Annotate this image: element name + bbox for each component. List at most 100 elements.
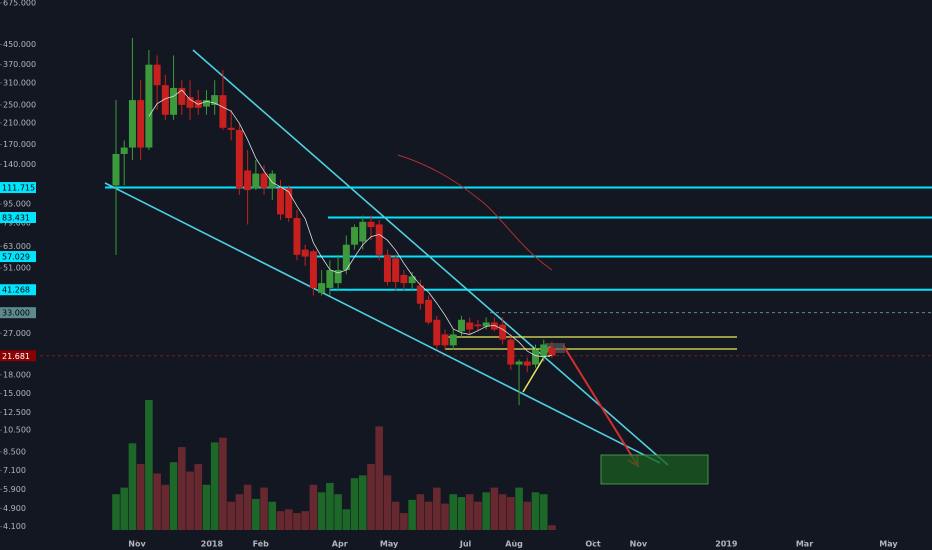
candle-body bbox=[351, 227, 359, 245]
candle-body bbox=[211, 95, 219, 105]
volume-bar bbox=[391, 501, 400, 530]
y-tick-label: 63.000 bbox=[3, 242, 31, 251]
candle-body bbox=[515, 361, 523, 365]
y-tick-label: 210.000 bbox=[3, 118, 36, 127]
target-zone bbox=[600, 454, 709, 485]
volume-bar bbox=[539, 494, 548, 530]
candle-body bbox=[474, 324, 482, 327]
candle-body bbox=[392, 258, 400, 282]
volume-bar bbox=[293, 513, 301, 530]
price-tag-label: 21.681 bbox=[2, 352, 30, 361]
slow-average bbox=[397, 154, 553, 271]
volume-bar bbox=[227, 501, 235, 530]
volume-bar bbox=[548, 525, 556, 530]
volume-bar bbox=[383, 475, 392, 530]
volume-bar bbox=[301, 511, 309, 530]
volume-bar bbox=[120, 487, 129, 530]
y-tick-label: 5.900 bbox=[3, 485, 26, 494]
volume-bar bbox=[457, 497, 466, 530]
y-tick-label: 95.000 bbox=[3, 200, 31, 209]
price-tag-label: 83.431 bbox=[2, 214, 30, 223]
volume-bar bbox=[177, 447, 186, 530]
volume-bar bbox=[498, 494, 507, 530]
candle-body bbox=[145, 64, 153, 148]
candle-body bbox=[170, 87, 178, 115]
candle-body bbox=[112, 153, 120, 186]
candle-body bbox=[359, 221, 367, 242]
candle-body bbox=[293, 218, 301, 255]
volume-bar bbox=[515, 487, 523, 530]
volume-bar bbox=[350, 478, 359, 530]
candle-body bbox=[252, 173, 260, 189]
candle-body bbox=[490, 322, 498, 330]
candle-body bbox=[235, 129, 243, 189]
x-tick-label: Mar bbox=[796, 540, 813, 549]
price-tag bbox=[0, 284, 36, 296]
candle-body bbox=[202, 100, 210, 107]
candle-body bbox=[457, 319, 465, 332]
candle-body bbox=[416, 285, 424, 304]
volume-bar bbox=[375, 426, 384, 530]
volume-bar bbox=[465, 494, 474, 530]
candle-body bbox=[120, 147, 128, 154]
x-tick-label: Jul bbox=[459, 540, 472, 549]
x-tick-label: Nov bbox=[128, 540, 146, 549]
price-tag-label: 41.268 bbox=[2, 286, 30, 295]
candle-body bbox=[277, 188, 285, 215]
price-tag bbox=[0, 182, 36, 194]
price-tag bbox=[0, 307, 36, 319]
volume-bar bbox=[531, 492, 540, 530]
candle-body bbox=[309, 251, 317, 288]
volume-bar bbox=[112, 494, 120, 530]
candle-body bbox=[326, 270, 334, 288]
y-tick-label: 140.000 bbox=[3, 160, 36, 169]
y-tick-label: 12.500 bbox=[3, 408, 31, 417]
candle-body bbox=[268, 173, 276, 189]
candle-body bbox=[499, 324, 507, 340]
y-tick-label: 4.100 bbox=[3, 522, 26, 531]
volume-bar bbox=[342, 509, 351, 530]
volume-bar bbox=[276, 511, 285, 530]
x-tick-label: Apr bbox=[332, 540, 348, 549]
volume-bar bbox=[235, 494, 244, 530]
candle-body bbox=[433, 319, 441, 346]
candle-body bbox=[449, 334, 457, 346]
x-tick-label: Aug bbox=[505, 540, 523, 549]
volume-pane bbox=[112, 400, 556, 530]
candle-body bbox=[441, 334, 449, 346]
volume-bar bbox=[400, 513, 408, 530]
y-tick-label: 27.000 bbox=[3, 329, 31, 338]
candle-body bbox=[219, 95, 227, 128]
volume-bar bbox=[243, 484, 252, 530]
candle-body bbox=[227, 127, 235, 130]
volume-bar bbox=[284, 509, 293, 530]
volume-bar bbox=[441, 503, 449, 530]
volume-bar bbox=[136, 464, 145, 530]
candle-body bbox=[367, 221, 375, 228]
candle-body bbox=[425, 299, 433, 323]
price-tag bbox=[0, 212, 36, 224]
volume-bar bbox=[252, 498, 260, 530]
trend-line bbox=[104, 182, 661, 464]
trend-line bbox=[192, 49, 669, 466]
volume-bar bbox=[268, 501, 277, 530]
candle-body bbox=[128, 100, 136, 148]
volume-bar bbox=[334, 494, 342, 530]
x-tick-label: Feb bbox=[253, 540, 270, 549]
candle-body bbox=[153, 64, 161, 86]
candle-body bbox=[244, 170, 252, 191]
candle-body bbox=[482, 322, 490, 327]
candle-body bbox=[523, 361, 531, 366]
volume-bar bbox=[128, 443, 137, 530]
candle-body bbox=[318, 283, 326, 293]
candle-body bbox=[186, 97, 194, 108]
candle-body bbox=[137, 100, 145, 148]
volume-bar bbox=[416, 494, 425, 530]
drawings bbox=[104, 49, 737, 485]
x-tick-label: Oct bbox=[585, 540, 601, 549]
candle-body bbox=[466, 322, 474, 330]
x-tick-label: May bbox=[879, 540, 898, 549]
volume-bar bbox=[260, 487, 268, 530]
y-tick-label: 7.100 bbox=[3, 466, 26, 475]
candle-body bbox=[532, 349, 540, 365]
